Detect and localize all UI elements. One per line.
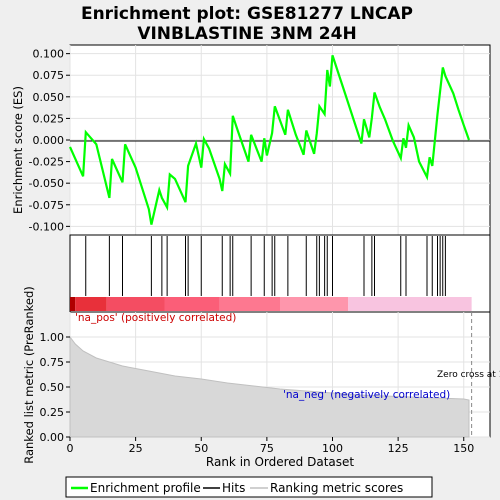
metric-panel: 'na_pos' (positively correlated) 'na_neg… <box>22 286 500 469</box>
es-y-tick-label: 0.025 <box>33 112 65 125</box>
es-y-axis-ticks: -0.100 -0.075 -0.050 -0.025 0.000 0.025 0.050 0… <box>29 48 70 233</box>
metric-y-axis-label: Ranked list metric (PreRanked) <box>22 286 36 464</box>
metric-y-tick-label: 1.00 <box>40 331 65 344</box>
metric-x-tick-label: 50 <box>194 442 208 455</box>
es-y-axis-label: Enrichment score (ES) <box>11 86 25 214</box>
zero-cross-label: Zero cross at 153 <box>437 370 500 380</box>
metric-x-tick-label: 150 <box>453 442 474 455</box>
heat-bar-segment <box>348 297 472 311</box>
metric-x-tick-label: 0 <box>67 442 74 455</box>
es-y-tick-label: -0.100 <box>29 220 64 233</box>
es-y-tick-label: 0.050 <box>33 91 65 104</box>
heat-bar-segment <box>106 297 165 311</box>
metric-x-axis-ticks: 0 25 50 75 100 125 150 <box>67 437 474 455</box>
metric-x-tick-label: 125 <box>388 442 409 455</box>
es-y-tick-label: 0.075 <box>33 69 65 82</box>
legend-enrichment-label: Enrichment profile <box>90 481 201 495</box>
hits-panel <box>69 234 491 313</box>
heat-bar-segment <box>70 297 76 311</box>
heat-bar-segment <box>164 297 220 311</box>
hit-markers <box>85 236 446 296</box>
neg-correlated-label: 'na_neg' (negatively correlated) <box>283 389 450 401</box>
metric-y-tick-label: 0.00 <box>40 431 65 444</box>
metric-y-tick-label: 0.50 <box>40 381 65 394</box>
enrichment-profile-line <box>68 55 471 225</box>
metric-x-axis-label: Rank in Ordered Dataset <box>206 455 354 469</box>
legend: Enrichment profile Hits Ranking metric s… <box>65 476 433 498</box>
es-panel: -0.100 -0.075 -0.050 -0.025 0.000 0.025 0.050 0… <box>11 44 491 236</box>
legend-metric-label: Ranking metric scores <box>270 481 403 495</box>
es-y-tick-label: -0.025 <box>29 156 64 169</box>
heat-bar-segment <box>219 297 280 311</box>
metric-x-tick-label: 25 <box>129 442 143 455</box>
heat-bar-segment <box>280 297 349 311</box>
es-y-tick-label: -0.075 <box>29 199 64 212</box>
plot-title-line2: VINBLASTINE 3NM 24H <box>137 24 356 44</box>
plot-title-line1: Enrichment plot: GSE81277 LNCAP <box>81 4 413 24</box>
ranking-metric-area <box>69 335 470 438</box>
metric-x-tick-label: 100 <box>322 442 343 455</box>
heat-bar-segment <box>75 297 107 311</box>
metric-x-tick-label: 75 <box>260 442 274 455</box>
metric-y-axis-ticks: 0.00 0.25 0.50 0.75 1.00 <box>40 331 70 444</box>
metric-y-tick-label: 0.25 <box>40 406 65 419</box>
legend-box <box>65 476 433 498</box>
rank-heat-bar <box>70 297 472 311</box>
es-y-tick-label: -0.050 <box>29 177 64 190</box>
metric-y-tick-label: 0.75 <box>40 356 65 369</box>
es-y-tick-label: 0.000 <box>33 134 65 147</box>
es-y-tick-label: 0.100 <box>33 48 65 61</box>
legend-hits-label: Hits <box>222 481 245 495</box>
pos-correlated-label: 'na_pos' (positively correlated) <box>75 312 236 324</box>
